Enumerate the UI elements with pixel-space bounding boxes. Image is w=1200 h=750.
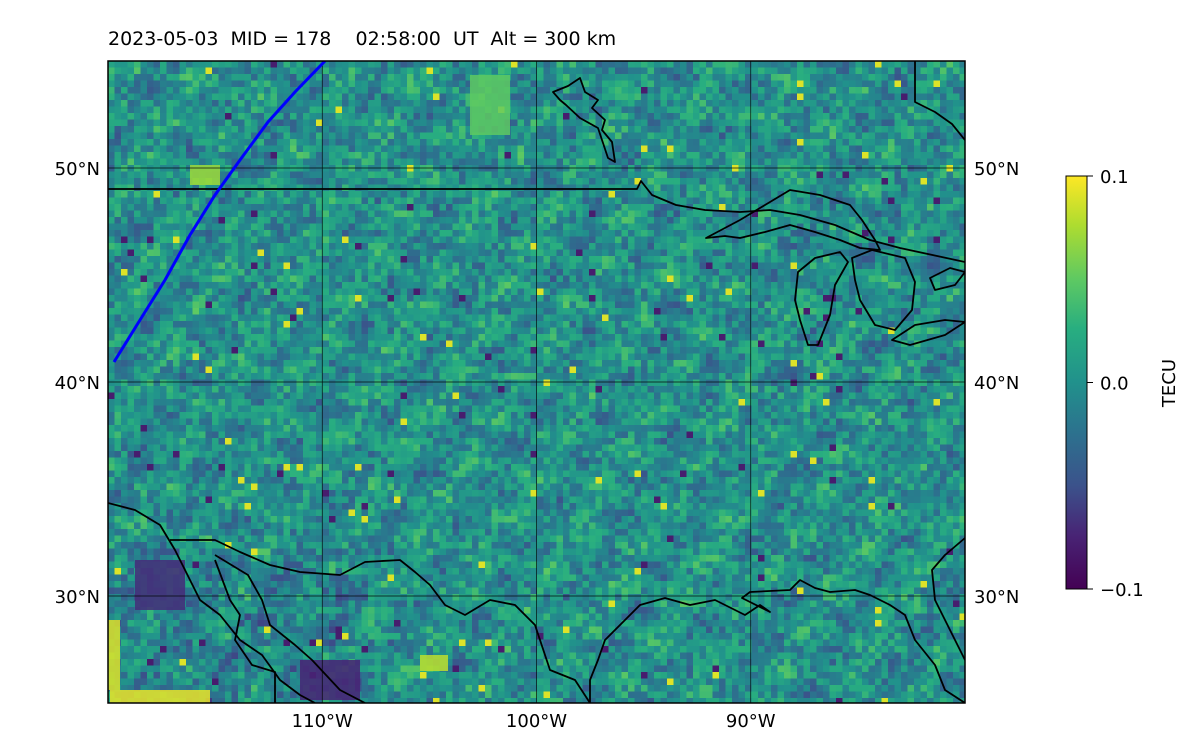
satellite-track <box>112 61 327 363</box>
colorbar-tick-label: 0.1 <box>1100 167 1129 188</box>
us-mexico-border <box>170 539 591 703</box>
gulf-coast <box>589 579 965 703</box>
longitude-tick-label: 90°W <box>726 711 776 732</box>
longitude-tick-label: 100°W <box>506 711 567 732</box>
mexico-west-coast <box>108 502 316 703</box>
map-frame <box>107 60 966 704</box>
map-gridlines <box>108 61 965 703</box>
baja-peninsula <box>214 559 276 703</box>
latitude-tick-label-right: 40°N <box>974 373 1019 394</box>
longitude-tick-labels: 110°W 100°W 90°W <box>292 711 776 732</box>
lake-superior <box>705 189 881 251</box>
ne-canada-coast <box>914 61 965 141</box>
lake-erie <box>891 319 965 346</box>
colorbar-label: TECU <box>1159 359 1180 408</box>
map-title: 2023-05-03 MID = 178 02:58:00 UT Alt = 3… <box>108 28 617 50</box>
gulf-of-california <box>214 554 366 703</box>
colorbar-tick-label: 0.0 <box>1100 374 1129 395</box>
atlantic-coast <box>931 537 965 661</box>
latitude-tick-label-left: 30°N <box>55 587 100 608</box>
colorbar-ticks: 0.1 0.0 −0.1 <box>1087 167 1144 601</box>
lake-ontario <box>929 267 965 291</box>
hudson-bay-coast <box>552 77 616 163</box>
latitude-tick-label-left: 50°N <box>55 159 100 180</box>
coastlines <box>108 61 965 703</box>
latitude-tick-labels: 30°N 30°N 40°N 40°N 50°N 50°N <box>55 159 1020 608</box>
lake-michigan <box>794 251 849 346</box>
longitude-tick-label: 110°W <box>292 711 353 732</box>
lake-huron <box>851 249 916 331</box>
latitude-tick-label-right: 50°N <box>974 159 1019 180</box>
latitude-tick-label-right: 30°N <box>974 587 1019 608</box>
us-canada-border <box>108 180 965 263</box>
latitude-tick-label-left: 40°N <box>55 373 100 394</box>
tec-heatmap <box>108 61 965 703</box>
colorbar-tick-label: −0.1 <box>1100 580 1144 601</box>
colorbar <box>1065 175 1088 590</box>
